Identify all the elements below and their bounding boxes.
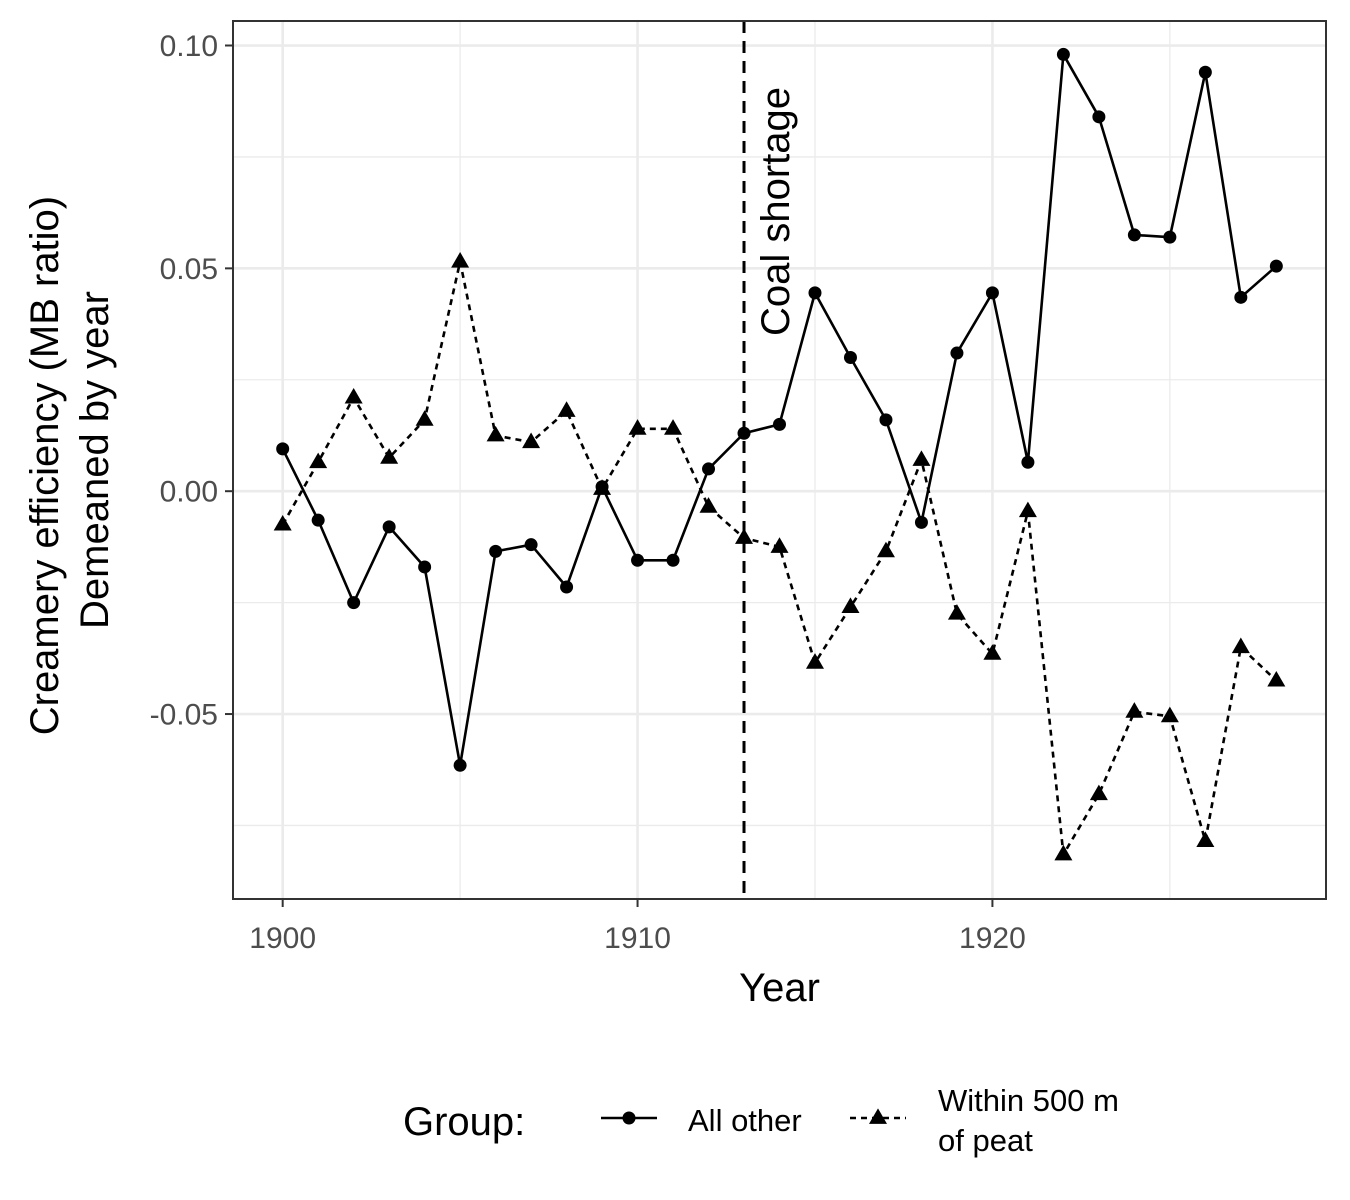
series-point-all-other <box>879 413 893 427</box>
series-point-within-500-m-of-peat <box>876 541 895 558</box>
series-point-within-500-m-of-peat <box>486 425 505 442</box>
x-axis-title: Year <box>739 966 820 1010</box>
series-point-within-500-m-of-peat <box>912 450 931 466</box>
series-point-all-other <box>1056 47 1070 61</box>
series-point-within-500-m-of-peat <box>699 497 718 513</box>
axis-ticks <box>225 44 994 907</box>
series-point-within-500-m-of-peat <box>805 653 824 669</box>
series-point-within-500-m-of-peat <box>735 528 754 544</box>
axis-labels: -0.05 0.00 0.05 0.10 1900 1910 1920 <box>150 30 1026 955</box>
legend-label-line: Within 500 m <box>938 1083 1119 1118</box>
grid-major <box>233 21 1326 899</box>
legend-label-1: All other <box>688 1103 802 1138</box>
series-point-within-500-m-of-peat <box>1231 637 1250 654</box>
series-point-within-500-m-of-peat <box>1267 670 1286 687</box>
series-point-all-other <box>347 596 361 610</box>
series-point-within-500-m-of-peat <box>1018 501 1037 518</box>
plot-panel <box>233 21 1326 899</box>
vline-group: Coal shortage <box>742 21 798 899</box>
series-point-all-other <box>737 426 751 440</box>
y-tick-label: 0.00 <box>160 476 218 509</box>
series-point-all-other <box>418 560 432 574</box>
y-tick-label: 0.05 <box>160 253 218 286</box>
series-point-all-other <box>773 417 786 431</box>
series-point-within-500-m-of-peat <box>522 432 541 449</box>
series-point-all-other <box>914 515 928 529</box>
series-point-all-other <box>489 544 503 558</box>
coal-shortage-label: Coal shortage <box>754 87 798 336</box>
series-point-all-other <box>1163 230 1177 244</box>
series-point-all-other <box>1269 259 1283 273</box>
y-axis-title: Creamery efficiency (MB ratio) Demeaned … <box>23 185 117 736</box>
series-point-within-500-m-of-peat <box>983 644 1002 660</box>
series-point-all-other <box>382 520 396 534</box>
series-point-within-500-m-of-peat <box>1196 831 1215 847</box>
series-point-within-500-m-of-peat <box>344 387 363 404</box>
legend-key-2-marker <box>869 1108 887 1124</box>
series-point-all-other <box>311 513 325 527</box>
y-axis-title-line-2: Demeaned by year <box>73 291 117 629</box>
plot-border <box>232 20 1327 900</box>
series-point-within-500-m-of-peat <box>770 537 789 553</box>
series-point-all-other <box>950 346 964 360</box>
series-point-within-500-m-of-peat <box>451 252 470 268</box>
series-point-within-500-m-of-peat <box>664 419 683 435</box>
series-point-within-500-m-of-peat <box>1054 844 1073 861</box>
series-point-within-500-m-of-peat <box>1089 784 1108 801</box>
series-point-all-other <box>985 286 999 300</box>
series-point-within-500-m-of-peat <box>947 604 966 620</box>
series-point-all-other <box>276 442 290 456</box>
series-point-all-other <box>560 580 574 594</box>
series-point-within-500-m-of-peat <box>628 419 647 435</box>
legend: Group: All other Within 500 m of peat <box>403 1083 1119 1158</box>
series-point-within-500-m-of-peat <box>841 597 860 613</box>
series-point-within-500-m-of-peat <box>415 410 434 426</box>
x-tick-label: 1900 <box>249 922 316 955</box>
series-point-all-other <box>666 553 680 567</box>
x-tick-label: 1910 <box>604 922 671 955</box>
legend-key-1-marker <box>622 1111 636 1125</box>
x-tick-label: 1920 <box>959 922 1026 955</box>
series-point-all-other <box>702 462 716 476</box>
series-point-all-other <box>843 350 857 364</box>
series-point-within-500-m-of-peat <box>380 448 399 464</box>
series-point-all-other <box>453 758 467 772</box>
series-point-all-other <box>631 553 645 567</box>
series-point-all-other <box>524 538 538 552</box>
y-tick-label: 0.10 <box>160 30 218 63</box>
series-point-all-other <box>1021 455 1035 469</box>
series-point-all-other <box>1127 228 1141 242</box>
legend-label-2: Within 500 m of peat <box>938 1083 1119 1158</box>
series-group <box>273 47 1286 861</box>
grid-minor <box>233 21 1326 899</box>
series-point-all-other <box>808 286 822 300</box>
series-point-all-other <box>1092 110 1106 124</box>
legend-label-line: All other <box>688 1103 802 1138</box>
y-tick-label: -0.05 <box>150 699 218 732</box>
series-point-all-other <box>1198 65 1212 79</box>
series-point-all-other <box>1234 290 1248 304</box>
legend-label-line: of peat <box>938 1123 1033 1158</box>
series-point-within-500-m-of-peat <box>557 401 576 417</box>
series-point-within-500-m-of-peat <box>273 514 292 531</box>
series-point-within-500-m-of-peat <box>309 452 328 469</box>
series-point-within-500-m-of-peat <box>593 479 612 495</box>
series-point-within-500-m-of-peat <box>1160 706 1179 723</box>
legend-title: Group: <box>403 1100 525 1144</box>
y-axis-title-line-1: Creamery efficiency (MB ratio) <box>23 196 67 735</box>
series-point-within-500-m-of-peat <box>1125 702 1144 718</box>
